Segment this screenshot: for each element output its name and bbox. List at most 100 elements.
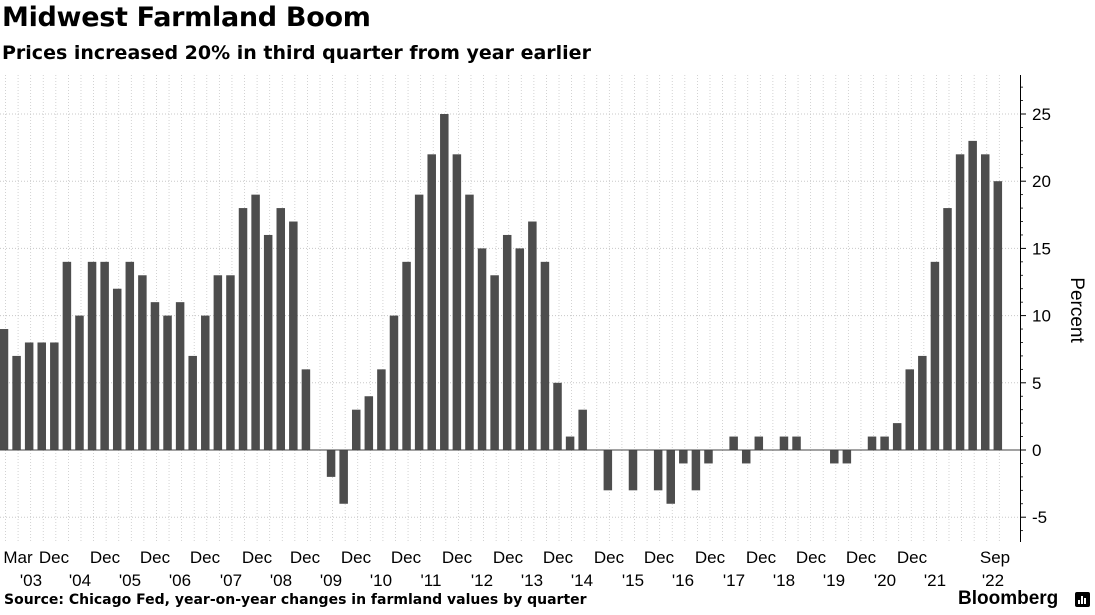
- bar: [779, 436, 789, 450]
- bar: [402, 261, 411, 450]
- y-tick-label: -5: [1032, 508, 1047, 527]
- bar: [490, 275, 499, 450]
- x-tick-label-month: Dec: [39, 548, 70, 567]
- x-tick-label-month: Dec: [746, 548, 777, 567]
- bar: [201, 315, 210, 450]
- bar: [628, 450, 638, 491]
- y-axis-label: Percent: [1066, 277, 1087, 343]
- bar: [12, 355, 21, 450]
- x-tick-label-year: '03: [20, 571, 42, 590]
- x-tick-label-year: '12: [471, 571, 493, 590]
- bar: [565, 436, 575, 450]
- bar: [138, 275, 147, 450]
- bar: [414, 194, 424, 450]
- x-tick-label-year: '15: [622, 571, 644, 590]
- bar: [213, 275, 223, 450]
- x-tick-label-month: Dec: [796, 548, 827, 567]
- bar: [188, 355, 197, 450]
- x-tick-label-year: '22: [982, 571, 1004, 590]
- x-tick-label-year: '20: [874, 571, 896, 590]
- x-tick-label-year: '08: [270, 571, 292, 590]
- bar: [578, 409, 587, 450]
- bar: [238, 208, 248, 450]
- bar: [465, 194, 474, 450]
- bar: [50, 342, 59, 450]
- bar: [754, 436, 764, 450]
- x-tick-label-month: Dec: [341, 548, 372, 567]
- bar: [553, 382, 562, 450]
- bar: [251, 194, 260, 450]
- bar: [339, 450, 348, 504]
- bar: [100, 261, 109, 450]
- x-tick-label-year: '13: [521, 571, 543, 590]
- bloomberg-terminal-icon: [1075, 592, 1090, 607]
- bar-layer: [0, 114, 1003, 504]
- bar: [452, 154, 462, 450]
- x-tick-label-month: Dec: [242, 548, 273, 567]
- bar: [163, 315, 172, 450]
- x-tick-label-month: Dec: [290, 548, 321, 567]
- bar: [666, 450, 675, 504]
- x-tick-label-month: Mar: [3, 548, 33, 567]
- x-tick-label-month: Dec: [594, 548, 625, 567]
- bar: [276, 208, 286, 450]
- bar: [867, 436, 877, 450]
- bar: [150, 302, 160, 450]
- bar: [943, 208, 952, 450]
- bar: [326, 450, 336, 477]
- y-tick-label: 5: [1032, 374, 1041, 393]
- brand-name: Bloomberg: [958, 588, 1059, 609]
- source-note: Source: Chicago Fed, year-on-year change…: [4, 592, 587, 608]
- bar: [918, 355, 927, 450]
- bar: [351, 409, 361, 450]
- x-tick-label-month: Dec: [543, 548, 574, 567]
- bar: [289, 221, 298, 450]
- y-tick-label: 0: [1032, 441, 1041, 460]
- bar: [968, 140, 977, 450]
- chart-subtitle: Prices increased 20% in third quarter fr…: [2, 42, 591, 64]
- bar: [653, 450, 663, 491]
- bar: [301, 369, 311, 450]
- bar: [226, 275, 235, 450]
- x-tick-label-year: '18: [773, 571, 795, 590]
- x-tick-label-year: '19: [823, 571, 845, 590]
- bar: [729, 436, 738, 450]
- x-tick-label-month: Dec: [140, 548, 171, 567]
- chart-title: Midwest Farmland Boom: [2, 2, 371, 33]
- x-tick-label-year: '05: [119, 571, 141, 590]
- bar: [930, 261, 940, 450]
- x-tick-label-year: '04: [69, 571, 91, 590]
- y-tick-label: 10: [1032, 307, 1051, 326]
- bar: [125, 261, 135, 450]
- bar: [528, 221, 537, 450]
- x-tick-label-month: Dec: [190, 548, 221, 567]
- bar: [955, 154, 965, 450]
- bar: [377, 369, 386, 450]
- x-tick-label-month: Dec: [442, 548, 473, 567]
- bar: [37, 342, 46, 450]
- bar: [175, 302, 185, 450]
- x-tick-label-year: '16: [672, 571, 694, 590]
- y-tick-label: 15: [1032, 239, 1051, 258]
- bar: [440, 114, 449, 450]
- x-tick-label-month: Dec: [391, 548, 422, 567]
- bar: [24, 342, 34, 450]
- x-tick-label-year: '21: [924, 571, 946, 590]
- x-tick-label-year: '17: [723, 571, 745, 590]
- bar: [477, 248, 487, 450]
- bar: [704, 450, 713, 464]
- x-tick-label-month: Dec: [695, 548, 726, 567]
- y-tick-label: 25: [1032, 105, 1051, 124]
- bar: [842, 450, 852, 464]
- y-tick-label: 20: [1032, 172, 1051, 191]
- x-tick-label-month: Dec: [644, 548, 675, 567]
- bar: [515, 248, 525, 450]
- x-tick-label-year: '07: [220, 571, 242, 590]
- bar: [502, 234, 512, 450]
- bar: [880, 436, 889, 450]
- x-tick-label-year: '10: [370, 571, 392, 590]
- x-tick-label-year: '06: [169, 571, 191, 590]
- bar: [741, 450, 751, 464]
- x-tick-label-month: Dec: [846, 548, 877, 567]
